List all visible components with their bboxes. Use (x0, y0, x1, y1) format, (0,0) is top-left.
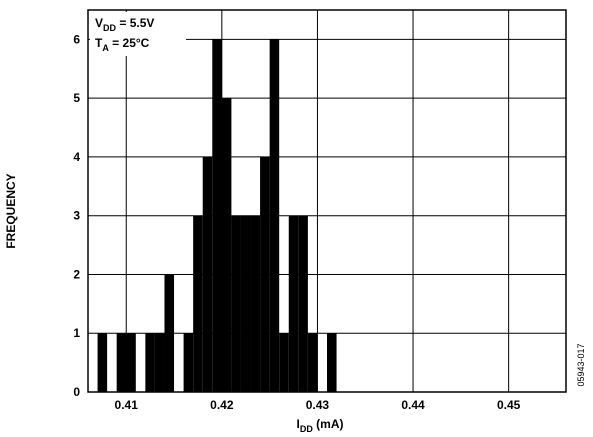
histogram-bar (327, 333, 337, 392)
histogram-bar (250, 215, 261, 392)
x-tick-label: 0.45 (497, 398, 521, 412)
histogram-bar (221, 98, 232, 393)
y-tick-label: 3 (73, 209, 80, 223)
annotation-box (90, 12, 186, 56)
histogram-bar (212, 39, 222, 393)
histogram-bar (231, 215, 241, 392)
histogram-bar (240, 215, 251, 392)
histogram-bar (307, 333, 318, 392)
bar-series (97, 39, 337, 393)
histogram-bar (279, 333, 289, 392)
histogram-bar (260, 156, 270, 392)
y-tick-label: 2 (73, 267, 80, 281)
x-tick-label: 0.44 (401, 398, 425, 412)
x-tick-label: 0.41 (115, 398, 139, 412)
x-axis-title: IDD (mA) (296, 417, 343, 434)
histogram-bar (202, 156, 213, 392)
annotation-line-ta: TA = 25°C (95, 36, 150, 53)
histogram-bar (298, 215, 308, 392)
y-tick-label: 0 (73, 385, 80, 399)
histogram-bar (97, 333, 108, 392)
annotation-line-vdd: VDD = 5.5V (95, 16, 154, 33)
x-tick-label: 0.42 (210, 398, 234, 412)
histogram-bar (288, 215, 299, 392)
plot-frame (87, 9, 567, 393)
histogram-bar (164, 274, 175, 392)
y-axis-title: FREQUENCY (4, 173, 18, 248)
y-tick-label: 5 (73, 91, 80, 105)
figure-id: 05943-017 (576, 343, 586, 386)
histogram-bar (183, 333, 194, 392)
histogram-bar (269, 39, 280, 393)
histogram-bar (154, 333, 165, 392)
y-tick-label: 6 (73, 32, 80, 46)
y-tick-label: 1 (73, 326, 80, 340)
histogram-bar (145, 333, 155, 392)
histogram-bar (126, 333, 136, 392)
x-tick-labels: 0.41 0.42 0.43 0.44 0.45 (115, 398, 521, 412)
histogram-bar (193, 215, 203, 392)
x-tick-label: 0.43 (306, 398, 330, 412)
y-tick-label: 4 (73, 150, 80, 164)
y-tick-labels: 0 1 2 3 4 5 6 (73, 32, 80, 399)
histogram-bar (116, 333, 127, 392)
